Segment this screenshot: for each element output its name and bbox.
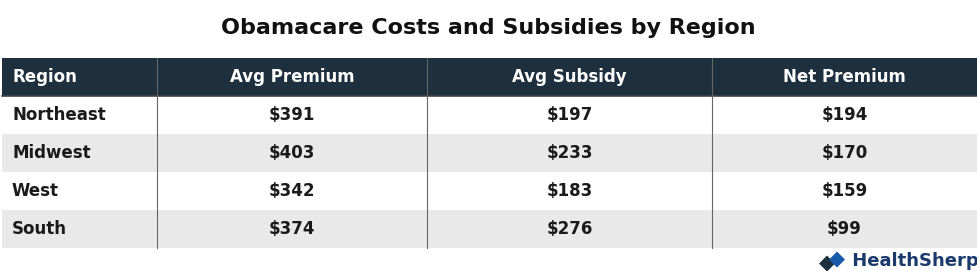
Text: $391: $391 xyxy=(269,106,316,124)
Text: Northeast: Northeast xyxy=(12,106,106,124)
Text: $183: $183 xyxy=(546,182,593,200)
Text: ◆: ◆ xyxy=(819,253,835,271)
Text: $233: $233 xyxy=(546,144,593,162)
Text: Net Premium: Net Premium xyxy=(783,68,906,86)
Text: Avg Premium: Avg Premium xyxy=(230,68,355,86)
Text: $374: $374 xyxy=(269,220,316,238)
Text: $276: $276 xyxy=(546,220,593,238)
Text: $403: $403 xyxy=(269,144,316,162)
Text: $194: $194 xyxy=(822,106,868,124)
Text: $99: $99 xyxy=(828,220,862,238)
Text: $159: $159 xyxy=(822,182,868,200)
Text: Midwest: Midwest xyxy=(12,144,91,162)
Text: $342: $342 xyxy=(269,182,316,200)
Text: West: West xyxy=(12,182,59,200)
Text: $197: $197 xyxy=(546,106,593,124)
Text: Region: Region xyxy=(12,68,77,86)
Text: South: South xyxy=(12,220,67,238)
Text: $170: $170 xyxy=(822,144,868,162)
Text: Avg Subsidy: Avg Subsidy xyxy=(512,68,627,86)
Text: HealthSherpa: HealthSherpa xyxy=(846,253,977,270)
Text: ◆: ◆ xyxy=(829,250,845,269)
Text: Obamacare Costs and Subsidies by Region: Obamacare Costs and Subsidies by Region xyxy=(221,18,756,38)
